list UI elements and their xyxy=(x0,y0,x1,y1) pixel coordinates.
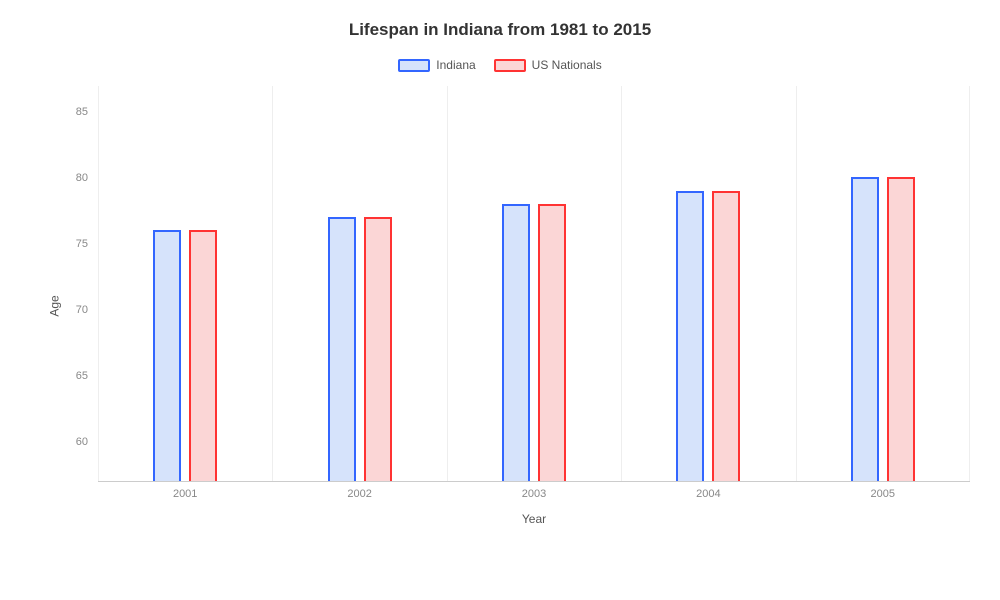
legend: Indiana US Nationals xyxy=(30,58,970,72)
bar[interactable] xyxy=(851,177,879,481)
y-tick: 70 xyxy=(76,304,88,316)
bar[interactable] xyxy=(153,230,181,481)
bar[interactable] xyxy=(328,217,356,481)
bar[interactable] xyxy=(189,230,217,481)
x-tick: 2005 xyxy=(871,488,895,500)
y-tick: 80 xyxy=(76,172,88,184)
y-axis: 60 65 70 75 80 85 xyxy=(50,86,94,482)
y-tick: 85 xyxy=(76,106,88,118)
legend-swatch-us-nationals xyxy=(494,59,526,72)
x-tick: 2001 xyxy=(173,488,197,500)
x-axis: Year 2001 2002 2003 2004 2005 xyxy=(98,482,970,526)
x-tick: 2002 xyxy=(347,488,371,500)
bar[interactable] xyxy=(887,177,915,481)
legend-item-indiana[interactable]: Indiana xyxy=(398,58,475,72)
x-tick: 2004 xyxy=(696,488,720,500)
legend-swatch-indiana xyxy=(398,59,430,72)
y-tick: 60 xyxy=(76,436,88,448)
legend-label-us-nationals: US Nationals xyxy=(532,58,602,72)
x-tick: 2003 xyxy=(522,488,546,500)
legend-item-us-nationals[interactable]: US Nationals xyxy=(494,58,602,72)
bar[interactable] xyxy=(364,217,392,481)
y-tick: 75 xyxy=(76,238,88,250)
bar[interactable] xyxy=(502,204,530,481)
bar[interactable] xyxy=(676,191,704,481)
bars-layer xyxy=(98,86,970,481)
chart-title: Lifespan in Indiana from 1981 to 2015 xyxy=(30,20,970,40)
legend-label-indiana: Indiana xyxy=(436,58,475,72)
bar[interactable] xyxy=(712,191,740,481)
bar[interactable] xyxy=(538,204,566,481)
x-axis-label: Year xyxy=(522,512,546,526)
grid-area xyxy=(98,86,970,482)
plot-area: Age 606570758085 Year 200120022003200420… xyxy=(50,86,970,526)
y-tick: 65 xyxy=(76,370,88,382)
chart-container: Lifespan in Indiana from 1981 to 2015 In… xyxy=(0,0,1000,600)
